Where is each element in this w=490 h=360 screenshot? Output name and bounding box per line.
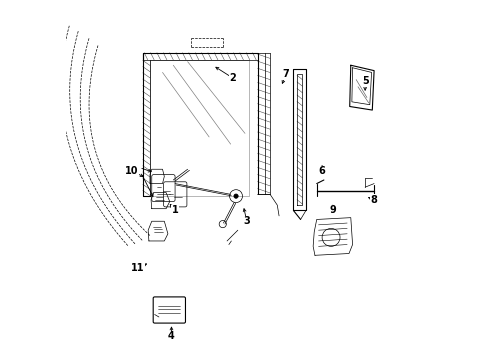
Text: 10: 10 — [125, 166, 139, 176]
Text: 5: 5 — [362, 76, 368, 86]
Text: 4: 4 — [168, 331, 175, 341]
Text: 3: 3 — [244, 216, 250, 226]
Text: 7: 7 — [283, 69, 290, 79]
Text: 6: 6 — [318, 166, 325, 176]
Text: 1: 1 — [172, 206, 178, 216]
Circle shape — [234, 194, 238, 198]
Text: 8: 8 — [370, 195, 377, 205]
Text: 2: 2 — [229, 73, 236, 83]
Text: 11: 11 — [131, 263, 144, 273]
Text: 9: 9 — [329, 206, 336, 216]
